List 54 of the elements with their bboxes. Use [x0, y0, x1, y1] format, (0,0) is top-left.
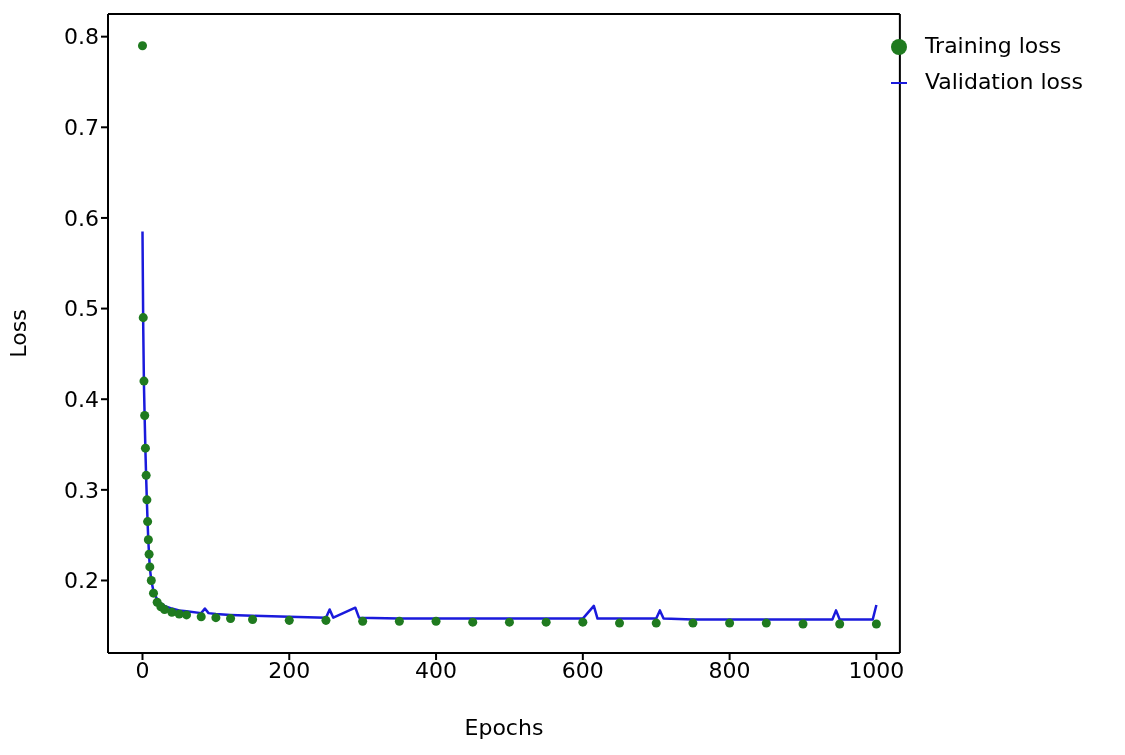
point — [688, 618, 698, 628]
point — [138, 313, 148, 323]
point — [871, 619, 881, 629]
point — [615, 618, 625, 628]
point — [578, 617, 588, 627]
x-axis-title: Epochs — [464, 715, 544, 740]
x-tick-label: 1000 — [848, 657, 905, 683]
x-tick-label: 0 — [135, 657, 150, 683]
point — [142, 495, 152, 505]
point — [761, 618, 771, 628]
point — [143, 517, 153, 527]
point — [140, 411, 150, 421]
point — [196, 612, 206, 622]
point — [160, 604, 170, 614]
point — [358, 616, 368, 626]
y-tick-label: 0.4 — [64, 387, 99, 413]
point — [394, 616, 404, 626]
point — [431, 616, 441, 626]
point — [143, 535, 153, 545]
point — [139, 376, 149, 386]
point — [321, 615, 331, 625]
y-tick-label: 0.5 — [64, 296, 99, 322]
point — [140, 443, 150, 453]
point — [468, 617, 478, 627]
point — [148, 588, 159, 598]
point — [835, 619, 845, 629]
y-axis-title: Loss — [5, 309, 31, 358]
y-tick-label: 0.3 — [64, 477, 99, 503]
x-tick-label: 600 — [561, 657, 604, 683]
point — [248, 614, 258, 624]
point — [651, 618, 661, 628]
point — [144, 549, 154, 559]
point — [167, 607, 177, 617]
point — [725, 618, 735, 628]
point — [182, 610, 192, 620]
point — [284, 615, 294, 625]
y-tick-label: 0.7 — [64, 115, 99, 141]
point — [146, 575, 156, 585]
point — [541, 617, 551, 627]
x-tick-label: 800 — [708, 657, 751, 683]
y-tick-label: 0.6 — [64, 205, 99, 231]
legend-label: Validation loss — [924, 69, 1083, 94]
point — [211, 613, 221, 623]
point — [226, 614, 236, 624]
point — [145, 562, 155, 572]
x-tick-label: 200 — [268, 657, 311, 683]
x-tick-label: 400 — [415, 657, 458, 683]
point — [137, 41, 148, 51]
legend-label: Training loss — [924, 33, 1062, 58]
y-tick-label: 0.8 — [64, 24, 99, 50]
point — [504, 617, 514, 627]
point — [141, 470, 151, 480]
point — [798, 619, 808, 629]
y-tick-label: 0.2 — [64, 568, 99, 594]
